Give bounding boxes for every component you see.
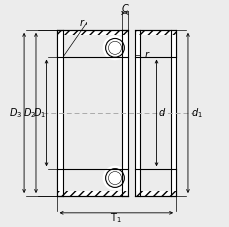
Bar [135,30,175,57]
Text: d$_1$: d$_1$ [190,106,202,120]
Bar [135,30,175,196]
Text: r: r [144,49,148,59]
Bar [63,35,121,191]
Bar [170,35,175,191]
Text: D$_3$: D$_3$ [9,106,22,120]
Bar [56,30,128,57]
Bar [56,30,128,196]
Bar [135,169,175,196]
Bar [56,169,128,196]
Bar [135,35,139,191]
Circle shape [102,166,127,190]
Circle shape [105,169,124,188]
Text: d: d [158,108,164,118]
Bar [128,30,135,196]
Bar [56,30,175,196]
Text: C: C [121,4,128,14]
Circle shape [105,38,124,57]
Text: D$_1$: D$_1$ [33,106,46,120]
Text: T$_1$: T$_1$ [110,211,122,225]
Text: D$_2$: D$_2$ [23,106,36,120]
Bar [56,35,63,191]
Bar [121,35,128,191]
Bar [139,35,170,191]
Circle shape [102,35,127,60]
Text: r: r [79,18,83,28]
